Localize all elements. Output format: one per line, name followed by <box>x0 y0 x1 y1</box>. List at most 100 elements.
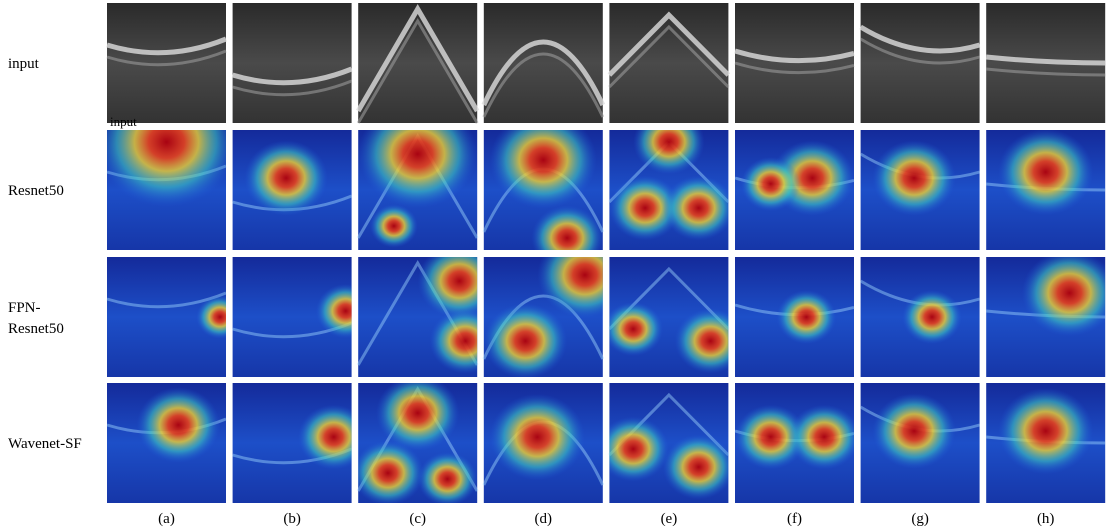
heatmap-image <box>608 383 730 503</box>
activation-blob <box>107 130 226 207</box>
image-background <box>483 3 603 123</box>
activation-blob <box>872 393 956 469</box>
retina-layer <box>985 54 1106 66</box>
oct-image <box>859 3 981 123</box>
activation-blob <box>370 204 418 248</box>
retina-layer <box>734 48 855 64</box>
activation-blob <box>609 416 669 482</box>
activation-blob <box>776 290 837 344</box>
activation-blob <box>489 130 597 209</box>
activation-blob <box>998 387 1094 475</box>
activation-blob <box>358 440 424 503</box>
activation-blob <box>735 404 807 470</box>
retina-layer <box>859 37 981 65</box>
image-grid <box>106 3 1106 503</box>
heatmap-image <box>734 383 855 503</box>
column-label: (a) <box>158 511 175 527</box>
activation-blob <box>740 157 801 211</box>
activation-blob <box>136 387 221 463</box>
activation-blob <box>1021 257 1106 337</box>
heatmap-image <box>482 257 605 377</box>
activation-blob <box>537 257 603 319</box>
labels: input Resnet50 FPN- Resnet50 Wavenet-SF (a) (b… <box>8 56 1054 527</box>
heatmap-image <box>986 383 1106 503</box>
activation-blob <box>788 404 854 470</box>
retina-layer <box>481 39 606 107</box>
column-label: (c) <box>409 511 426 527</box>
heatmap-image <box>356 383 479 503</box>
heatmap-image <box>608 130 730 250</box>
activation-blob <box>872 140 956 216</box>
column-label: (d) <box>535 511 553 527</box>
column-label: (b) <box>283 511 301 527</box>
oct-image <box>231 3 353 123</box>
heatmap-image <box>356 130 479 250</box>
heatmap-image <box>986 130 1106 250</box>
image-background <box>232 3 352 123</box>
activation-blob <box>315 284 352 338</box>
activation-blob <box>298 404 352 470</box>
retina-layer <box>859 24 981 54</box>
retina-layer <box>986 67 1106 77</box>
oct-image <box>607 3 731 123</box>
heatmap-image <box>859 383 981 503</box>
activation-blob <box>483 303 568 377</box>
activation-blob <box>609 302 663 356</box>
activation-blob <box>633 130 705 175</box>
oct-image <box>985 3 1106 123</box>
row-label: Wavenet-SF <box>8 436 82 452</box>
heatmap-image <box>482 130 605 250</box>
activation-blob <box>417 257 478 319</box>
activation-blob <box>196 295 226 339</box>
overlay-text: input <box>110 114 137 129</box>
column-label: (h) <box>1037 511 1055 527</box>
retina-layer <box>734 61 855 75</box>
retina-layer <box>482 52 605 118</box>
retina-layer <box>106 49 227 67</box>
retina-layer <box>106 36 227 56</box>
heatmap-image <box>734 130 855 250</box>
heatmap-image <box>734 257 855 377</box>
heatmap-image <box>106 383 227 503</box>
activation-blob <box>244 140 328 216</box>
retina-layer <box>608 24 730 89</box>
heatmap-image <box>356 257 479 377</box>
heatmap-image <box>608 257 730 377</box>
column-label: (g) <box>911 511 929 527</box>
heatmap-image <box>859 130 981 250</box>
activation-blob <box>358 130 478 208</box>
oct-image <box>106 3 227 123</box>
retina-layer <box>607 11 731 77</box>
activation-blob <box>674 308 729 374</box>
retina-layer <box>356 18 479 124</box>
oct-image <box>734 3 855 123</box>
activation-blob <box>662 175 729 241</box>
row-label: input <box>8 56 40 72</box>
activation-blob <box>417 452 478 503</box>
retina-layer <box>232 79 353 97</box>
heatmap-image <box>232 257 353 377</box>
oct-image <box>481 3 606 123</box>
row-label: FPN- <box>8 300 41 316</box>
activation-blob <box>531 205 603 250</box>
row-label: Resnet50 <box>8 183 64 199</box>
retina-layer <box>356 4 480 113</box>
oct-image <box>356 3 480 124</box>
heatmap-image <box>232 383 353 503</box>
activation-blob <box>376 383 460 451</box>
heatmap-image <box>106 130 227 250</box>
activation-blob <box>998 130 1094 216</box>
heatmap-image <box>106 257 227 377</box>
column-label: (f) <box>787 511 802 527</box>
activation-blob <box>662 434 729 500</box>
retina-layer <box>231 66 353 86</box>
image-background <box>609 3 729 123</box>
activation-blob <box>429 308 478 374</box>
heatmap-image <box>482 383 605 503</box>
column-label: (e) <box>661 511 678 527</box>
row-label: Resnet50 <box>8 321 64 337</box>
activation-blob <box>902 290 962 344</box>
activation-blob <box>489 393 585 481</box>
heatmap-image <box>232 130 353 250</box>
